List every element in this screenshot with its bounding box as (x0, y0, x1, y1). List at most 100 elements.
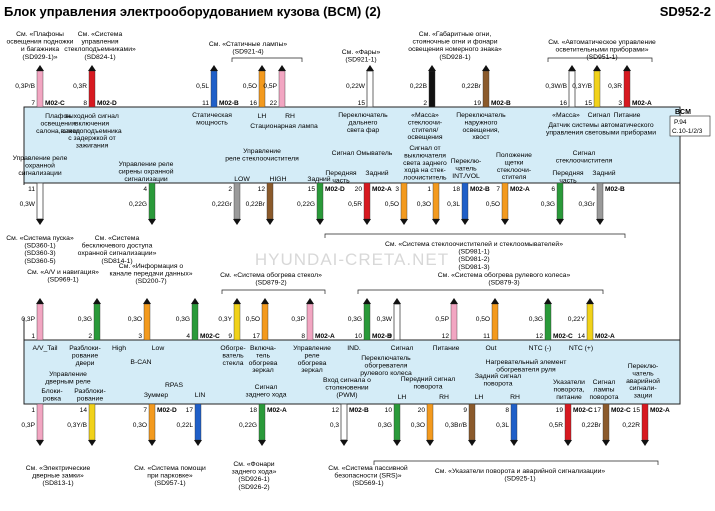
circuit-label-l5: RH (285, 113, 295, 120)
reference-bracket (221, 289, 326, 294)
wire-spec: 0,3O (417, 201, 431, 208)
wire-w49: 0,22R 15 M02-A (622, 403, 670, 446)
circuit-label-l2: выходной сигнал включения стеклоподъемника… (62, 112, 122, 150)
circuit-label-l49: Зуммер (144, 392, 169, 399)
terminal-marker (428, 65, 436, 71)
reference-r14[interactable]: См. «Электрические дверные замки» (SD813-1… (26, 465, 91, 487)
diagram-code: SD952-2 (660, 4, 711, 19)
terminal-marker (450, 298, 458, 304)
reference-bracket (373, 460, 659, 465)
terminal-marker (564, 440, 572, 446)
wire-spec: 0,3L (496, 422, 509, 429)
wire-spec: 0,22R (622, 422, 640, 429)
wire-body (233, 303, 241, 341)
circuit-label-l6: Стационарная лампа (250, 123, 318, 130)
circuit-label-l38: Сигнал (391, 345, 414, 352)
reference-r16[interactable]: См. «Фонари заднего хода» (SD926-1) (SD926-… (232, 461, 277, 491)
reference-r4[interactable]: См. «Фары» (SD921-1) (342, 49, 381, 64)
reference-r7[interactable]: См. «Система пуска» (SD360-1) (SD360-3) (SD… (6, 235, 74, 265)
reference-r10[interactable]: См. «A/V и навигация» (SD969-1) (27, 269, 99, 284)
circuit-label-l33: B-CAN (130, 359, 151, 366)
reference-r3[interactable]: См. «Статичные лампы» (SD921-4) (209, 41, 287, 56)
terminal-marker (36, 298, 44, 304)
pin-number: 12 (536, 333, 544, 340)
wire-body (363, 303, 371, 341)
pin-number: 8 (505, 407, 509, 414)
wire-w48: 0,22Br 17 M02-C (582, 403, 631, 446)
terminal-marker (593, 65, 601, 71)
wire-spec: 0,22G (239, 422, 257, 429)
wire-w31: 0,3G 10 M02-B (348, 298, 392, 341)
wire-spec: 0,3P/B (15, 83, 35, 90)
circuit-label-l60: Сигнал лампы поворота (589, 379, 618, 401)
circuit-label-l53: Передний сигнал поворота (401, 375, 455, 390)
bcm-band-lower (23, 339, 681, 405)
wire-w44: 0,3O 20 (411, 403, 434, 446)
pin-number: 3 (138, 333, 142, 340)
pin-number: 17 (253, 333, 261, 340)
circuit-label-l27: Передняя часть (552, 170, 583, 184)
reference-r1[interactable]: См. «Плафоны освещения подножки и багажник… (7, 31, 74, 61)
wire-spec: 0,22L (176, 422, 193, 429)
reference-r13[interactable]: См. «Система обогрева рулевого колеса» (S… (438, 271, 571, 287)
reference-r18[interactable]: См. «Указатели поворота и аварийной сигн… (435, 467, 606, 483)
terminal-marker (568, 65, 576, 71)
circuit-label-l48: RPAS (165, 382, 183, 389)
terminal-marker (278, 65, 286, 71)
wire-spec: 0,5O (476, 316, 490, 323)
wire-w13: 0,22G 4 (129, 182, 156, 225)
terminal-marker (501, 219, 509, 225)
terminal-marker (482, 65, 490, 71)
wire-w35: 0,3G 12 M02-C (529, 298, 573, 341)
wire-w19: 0,3O 1 (417, 182, 440, 225)
connector-id: M02-A (372, 186, 392, 193)
circuit-label-l4: LH (258, 113, 267, 120)
reference-r8[interactable]: См. «Система бесключевого доступа охранной… (78, 235, 157, 265)
wire-w1: 0,3P/B 7 M02-C (15, 65, 65, 108)
wire-w34: 0,5O 11 (476, 298, 499, 341)
reference-r9[interactable]: См. «Система стеклоочистителей и стеклоо… (385, 240, 563, 271)
reference-r15[interactable]: См. «Система помощи при парковке» (SD957-1… (134, 465, 206, 487)
wire-spec: 0,3G (378, 422, 392, 429)
wire-body (366, 70, 374, 108)
wire-spec: 0,22Y (568, 316, 586, 323)
wire-w22: 0,3G 6 (541, 182, 564, 225)
wire-w36: 0,22Y 14 M02-A (568, 298, 615, 341)
wire-body (510, 403, 518, 441)
terminal-marker (556, 219, 564, 225)
wire-w26: 0,3O 3 (128, 298, 151, 341)
wire-body (143, 303, 151, 341)
reference-r17[interactable]: См. «Система пассивной безопасности (SRS)… (328, 464, 408, 487)
wire-w17: 0,5R 20 M02-A (348, 182, 392, 225)
pin-number: 15 (633, 407, 641, 414)
terminal-marker (36, 65, 44, 71)
wire-spec: 0,22Gr (212, 201, 233, 208)
wire-body (261, 303, 269, 341)
wire-w20: 0,3L 18 M02-B (447, 182, 490, 225)
pin-number: 17 (186, 407, 194, 414)
circuit-label-l34: Обогре-ватель стекла (220, 344, 245, 367)
circuit-label-l56: Задний сигнал поворота (475, 372, 521, 387)
wire-body (501, 182, 509, 220)
wire-spec: 0,3W (377, 316, 393, 323)
bcm-pins: P.94 (674, 119, 687, 126)
pin-number: 9 (463, 407, 467, 414)
terminal-marker (400, 219, 408, 225)
circuit-label-l22: Задний (365, 169, 388, 177)
circuit-label-l21: Передняя часть (325, 170, 356, 184)
reference-r5[interactable]: См. «Габаритные огни, стояночные огни и ф… (408, 30, 502, 61)
reference-r2[interactable]: См. «Система управления стеклоподъемниками… (64, 31, 136, 61)
circuit-label-l52: Вход сигнала о столкновении (PWM) (323, 377, 371, 399)
reference-r11[interactable]: См. «Информация о канале передачи данных»… (109, 263, 192, 285)
circuit-label-l39: Переключатель обогревателя рулевого колеса (360, 355, 412, 377)
reference-bracket (324, 233, 626, 238)
pin-number: 4 (143, 186, 147, 193)
circuit-label-l24: Переклю-чатель INT./VOL (451, 158, 482, 180)
wire-body (88, 70, 96, 108)
pin-number: 20 (355, 186, 363, 193)
circuit-label-l43: NTC (+) (569, 345, 593, 352)
pin-number: 12 (442, 333, 450, 340)
circuit-label-l25: Положение щетки стеклоочи-стителя (496, 152, 532, 181)
reference-r12[interactable]: См. «Система обогрева стекол» (SD879-2) (220, 271, 322, 287)
circuit-label-l8: «Масса» стеклоочи-стителя/освещения (407, 112, 442, 141)
